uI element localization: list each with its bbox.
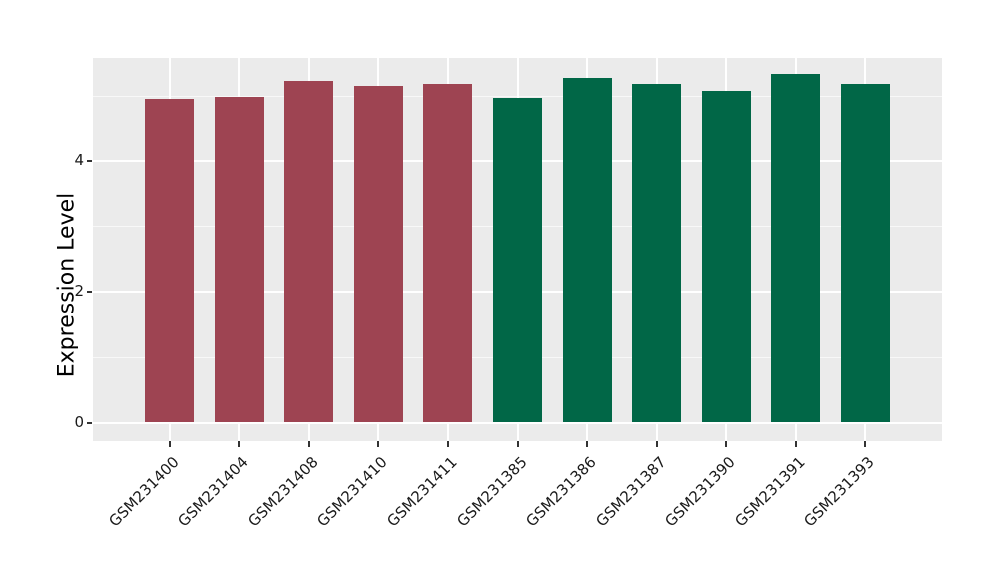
bar-GSM231386	[563, 78, 612, 423]
x-tick-mark	[168, 441, 171, 447]
bar-GSM231404	[215, 97, 264, 423]
plot-panel	[93, 58, 942, 441]
x-tick-mark	[586, 441, 589, 447]
bar-GSM231393	[841, 84, 890, 423]
x-tick-mark	[238, 441, 241, 447]
gridline-horizontal-minor	[93, 95, 942, 97]
bar-GSM231385	[493, 97, 542, 423]
bar-GSM231391	[771, 73, 820, 423]
x-tick-mark	[516, 441, 519, 447]
x-tick-mark	[725, 441, 728, 447]
y-tick-label: 0	[74, 412, 84, 431]
bar-GSM231400	[145, 98, 194, 423]
x-tick-mark	[446, 441, 449, 447]
y-tick-label: 4	[74, 151, 84, 170]
x-tick-label-GSM231400: GSM231400	[104, 453, 183, 531]
bar-GSM231411	[423, 84, 472, 423]
x-tick-mark	[794, 441, 797, 447]
y-tick-mark	[87, 290, 92, 293]
bar-GSM231410	[354, 86, 403, 423]
gridline-horizontal-major	[93, 421, 942, 424]
y-tick-mark	[87, 160, 92, 163]
x-tick-mark	[307, 441, 310, 447]
bar-GSM231408	[284, 80, 333, 423]
y-tick-label: 2	[74, 281, 84, 300]
bar-GSM231390	[702, 90, 751, 423]
bar-GSM231387	[632, 83, 681, 423]
x-tick-mark	[864, 441, 867, 447]
x-tick-mark	[655, 441, 658, 447]
x-tick-mark	[377, 441, 380, 447]
y-tick-mark	[87, 421, 92, 424]
